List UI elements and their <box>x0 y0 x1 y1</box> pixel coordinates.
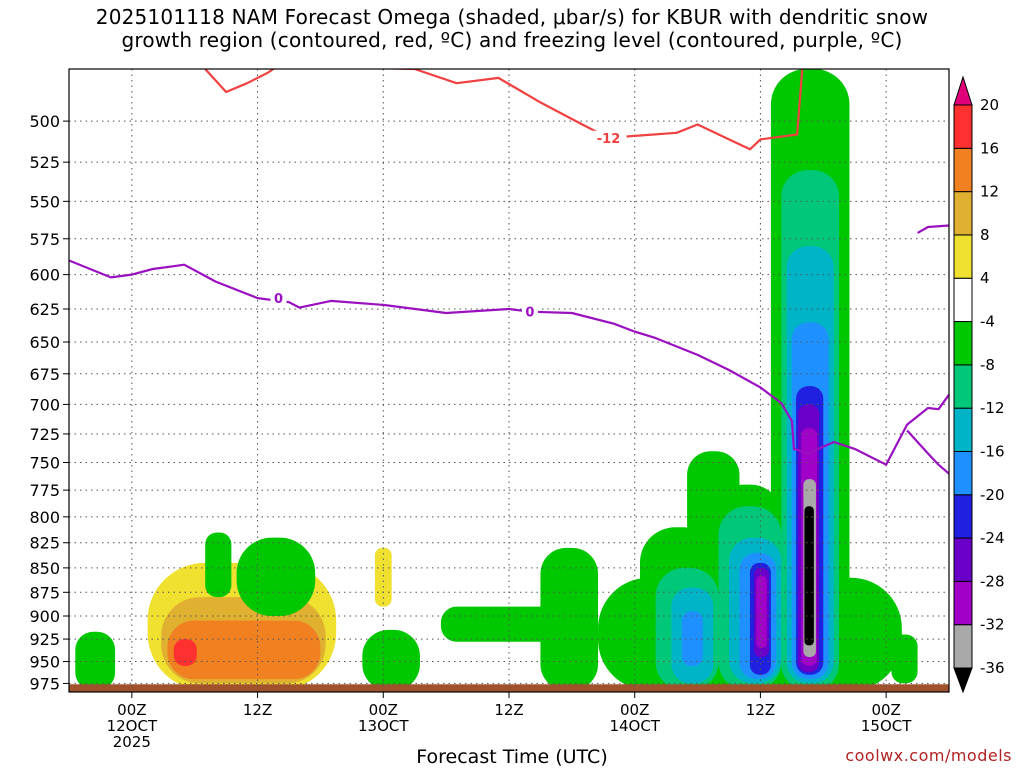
y-tick-label: 750 <box>29 453 60 472</box>
contours: -12 0 0 <box>69 69 949 475</box>
y-tick-label: 775 <box>29 481 60 500</box>
omega-cell-7 <box>374 547 392 607</box>
freezing-level-label-2: 0 <box>525 306 534 321</box>
colorbar-label: -16 <box>980 442 1005 460</box>
y-axis: 500 525 550 575 600 625 650 675 700 725 750 775 800 8… <box>29 112 69 693</box>
colorbar-label: 16 <box>980 139 999 157</box>
y-tick-label: 500 <box>29 112 60 131</box>
colorbar-segment <box>953 537 973 582</box>
omega-cell-30 <box>756 575 767 649</box>
omega-cell-16 <box>891 634 918 684</box>
y-tick-label: 950 <box>29 653 60 672</box>
y-tick-label: 525 <box>29 153 60 172</box>
chart-title: 2025101118 NAM Forecast Omega (shaded, μ… <box>0 6 1024 52</box>
colorbar-segment <box>953 321 973 366</box>
y-tick-label: 800 <box>29 508 60 527</box>
y-tick-label: 600 <box>29 266 60 285</box>
x-tick-label: 12Z <box>494 701 523 719</box>
y-tick-label: 900 <box>29 607 60 626</box>
y-tick-label: 825 <box>29 534 60 553</box>
credit-text: coolwx.com/models <box>845 746 1012 765</box>
x-tick-label: 00Z <box>620 701 649 719</box>
freezing-level-segment-0 <box>906 429 949 475</box>
freezing-level-upper-line <box>917 224 949 234</box>
omega-cell-33 <box>804 506 814 646</box>
colorbar: -36 -32 -28 -24 -20 -16 -12 -8 -4 4 8 12 16 20 <box>953 75 1005 694</box>
grid <box>69 69 949 692</box>
colorbar-segment <box>953 494 973 539</box>
colorbar-label: -24 <box>980 529 1005 547</box>
freezing-level-label-1: 0 <box>274 292 283 307</box>
x-tick-label: 2025 <box>113 733 151 751</box>
colorbar-label: 12 <box>980 183 999 201</box>
ground-surface <box>69 684 949 692</box>
y-tick-label: 550 <box>29 192 60 211</box>
y-tick-label: 625 <box>29 300 60 319</box>
chart-title-line-1: 2025101118 NAM Forecast Omega (shaded, μ… <box>95 5 929 29</box>
colorbar-label: -32 <box>980 616 1005 634</box>
y-tick-label: 850 <box>29 559 60 578</box>
x-tick-label: 15OCT <box>861 717 912 735</box>
y-tick-label: 925 <box>29 630 60 649</box>
colorbar-segment <box>953 624 973 669</box>
dgz-contour-label-bg <box>590 130 627 145</box>
freezing-level-label-2-bg <box>521 304 538 319</box>
omega-shading <box>75 69 918 691</box>
colorbar-segment <box>953 104 973 149</box>
colorbar-segment <box>953 277 973 323</box>
x-tick-label: 00Z <box>369 701 398 719</box>
omega-cell-6 <box>236 537 316 617</box>
y-tick-label: 725 <box>29 425 60 444</box>
chart-title-line-2: growth region (contoured, red, ºC) and f… <box>121 28 903 52</box>
omega-cell-3 <box>167 620 321 680</box>
x-tick-label: 12Z <box>746 701 775 719</box>
omega-cell-5 <box>205 532 232 598</box>
colorbar-label: -36 <box>980 659 1005 677</box>
omega-cell-9 <box>440 606 562 642</box>
omega-cell-8 <box>362 629 420 691</box>
colorbar-label: -4 <box>980 313 995 331</box>
colorbar-label: 8 <box>980 226 990 244</box>
colorbar-label: -12 <box>980 399 1005 417</box>
colorbar-max-arrow <box>953 75 973 106</box>
x-tick-label: 12Z <box>243 701 272 719</box>
colorbar-segment <box>953 580 973 626</box>
x-tick-label: 13OCT <box>358 717 409 735</box>
dgz-contour-line <box>204 69 804 151</box>
colorbar-min-arrow <box>953 667 973 694</box>
ground-band <box>69 684 949 692</box>
x-tick-label: 14OCT <box>609 717 660 735</box>
colorbar-segment <box>953 450 973 496</box>
colorbar-segment <box>953 147 973 193</box>
colorbar-label: -28 <box>980 572 1005 590</box>
y-tick-label: 875 <box>29 583 60 602</box>
colorbar-segment <box>953 191 973 236</box>
x-tick-label: 00Z <box>117 701 146 719</box>
colorbar-segment <box>953 364 973 409</box>
freezing-level-label-1-bg <box>270 291 287 306</box>
omega-cell-23 <box>681 611 703 666</box>
x-axis-title: Forecast Time (UTC) <box>416 746 608 768</box>
y-tick-label: 700 <box>29 395 60 414</box>
omega-cell-10 <box>540 547 599 691</box>
colorbar-segment <box>953 234 973 279</box>
y-tick-label: 675 <box>29 365 60 384</box>
y-tick-label: 975 <box>29 674 60 693</box>
dgz-contour-label: -12 <box>597 132 621 147</box>
omega-cell-0 <box>75 631 116 691</box>
y-tick-label: 650 <box>29 333 60 352</box>
omega-cell-4 <box>173 639 197 666</box>
colorbar-label: 4 <box>980 269 990 287</box>
x-tick-label: 12OCT <box>107 717 158 735</box>
x-tick-label: 00Z <box>871 701 900 719</box>
colorbar-segment <box>953 407 973 452</box>
colorbar-label: -8 <box>980 356 995 374</box>
colorbar-label: 20 <box>980 96 999 114</box>
y-tick-label: 575 <box>29 230 60 249</box>
colorbar-label: -20 <box>980 486 1005 504</box>
freezing-level-line <box>69 259 949 466</box>
